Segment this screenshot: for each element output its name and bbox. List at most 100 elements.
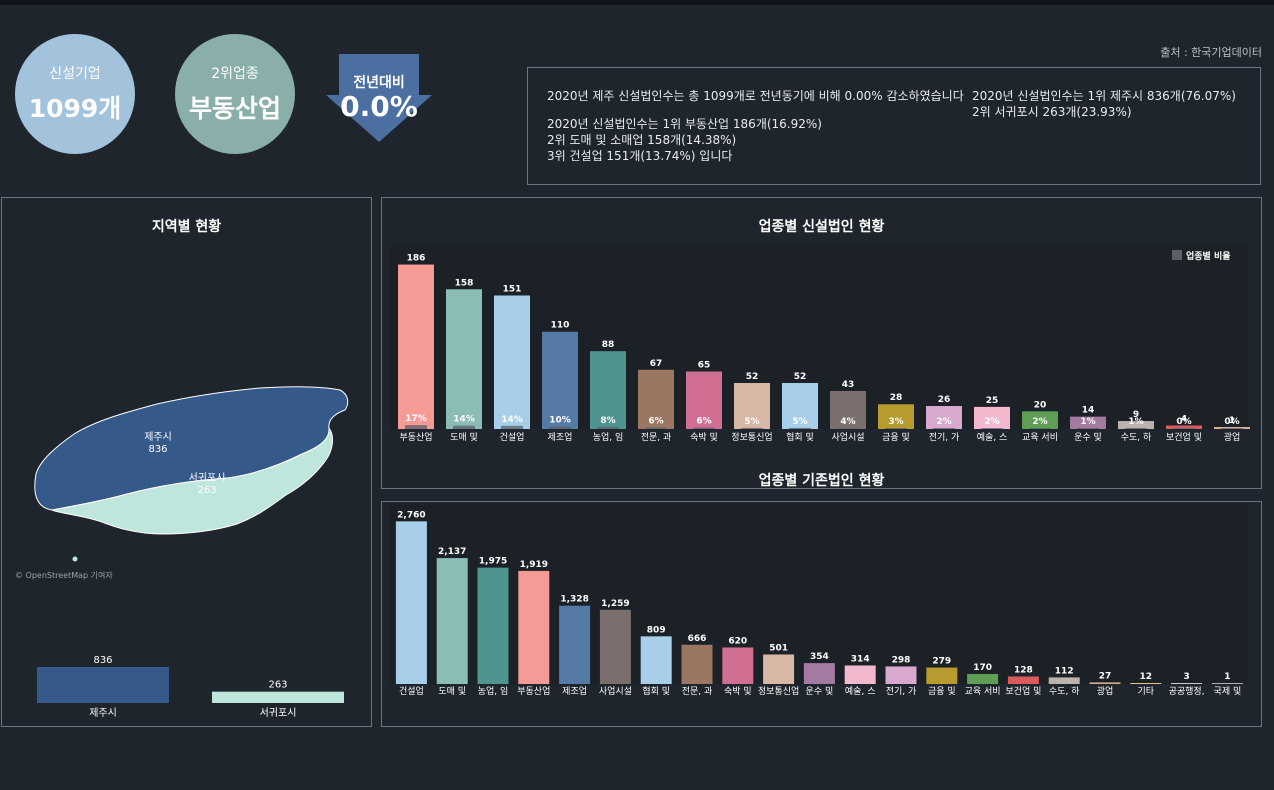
bar[interactable] xyxy=(722,647,754,684)
down-arrow-icon xyxy=(326,54,432,142)
bar[interactable] xyxy=(782,383,818,429)
bar[interactable] xyxy=(830,390,866,429)
bar[interactable] xyxy=(494,295,530,429)
kpi-label: 전년대비 xyxy=(353,75,405,91)
ratio-bar[interactable] xyxy=(597,427,619,429)
category-tick-label: 금융 및 xyxy=(882,431,910,443)
bar[interactable] xyxy=(1007,676,1039,684)
bar[interactable] xyxy=(542,331,578,429)
ratio-bar[interactable] xyxy=(741,427,763,429)
category-tick-label: 부동산업 xyxy=(399,432,432,443)
ratio-bar[interactable] xyxy=(1029,428,1051,429)
ratio-bar[interactable] xyxy=(501,425,523,429)
bar[interactable] xyxy=(734,383,770,429)
bar[interactable] xyxy=(1166,425,1202,429)
bar[interactable] xyxy=(686,371,722,429)
bar-value-label: 314 xyxy=(851,654,870,664)
map-label-name: 서귀포시 xyxy=(189,472,226,484)
bar[interactable] xyxy=(967,673,999,684)
bar[interactable] xyxy=(559,605,591,684)
bar[interactable] xyxy=(1118,421,1154,429)
ratio-bar[interactable] xyxy=(1125,428,1147,429)
region-bar-label: 서귀포시 xyxy=(260,707,297,719)
ratio-bar[interactable] xyxy=(837,428,859,429)
bar-value-label: 128 xyxy=(1014,665,1033,675)
summary-line: 2020년 제주 신설법인수는 총 1099개로 전년동기에 비해 0.00% … xyxy=(547,89,964,103)
category-tick-label: 수도, 하 xyxy=(1049,686,1080,697)
seogwipo-si-region[interactable] xyxy=(50,426,334,535)
ratio-bar[interactable] xyxy=(453,425,475,429)
category-tick-label: 전문, 과 xyxy=(641,432,672,443)
ratio-bar[interactable] xyxy=(1173,428,1195,429)
bar-value-label: 279 xyxy=(932,657,951,667)
ratio-bar[interactable] xyxy=(789,427,811,429)
jeju-map[interactable]: 제주시 836 서귀포시 263 © OpenStreetMap 기여자 836… xyxy=(2,198,371,726)
bar[interactable] xyxy=(926,406,962,429)
bar[interactable] xyxy=(640,636,672,684)
category-tick-label: 국제 및 xyxy=(1214,685,1242,697)
ratio-bar[interactable] xyxy=(549,426,571,429)
category-tick-label: 수도, 하 xyxy=(1121,432,1152,443)
ratio-bar[interactable] xyxy=(1077,428,1099,429)
bar[interactable] xyxy=(1022,411,1058,429)
bar[interactable] xyxy=(885,666,917,684)
bar[interactable] xyxy=(477,567,509,684)
ratio-bar[interactable] xyxy=(933,428,955,429)
category-tick-label: 사업시설 xyxy=(599,686,632,697)
bar[interactable] xyxy=(681,644,713,684)
ratio-bar[interactable] xyxy=(1221,428,1243,429)
bar-value-label: 52 xyxy=(746,372,759,382)
bar-value-label: 186 xyxy=(407,254,426,264)
ratio-bar[interactable] xyxy=(981,428,1003,429)
bar[interactable] xyxy=(436,558,468,684)
category-tick-label: 광업 xyxy=(1097,685,1114,697)
bar[interactable] xyxy=(844,665,876,684)
bar[interactable] xyxy=(803,663,835,684)
bar[interactable] xyxy=(1211,683,1243,684)
category-tick-label: 부동산업 xyxy=(517,686,550,697)
ratio-label: 1% xyxy=(1080,417,1095,427)
bar[interactable] xyxy=(974,406,1010,429)
bar[interactable] xyxy=(1130,683,1162,684)
bar[interactable] xyxy=(446,289,482,429)
bar-value-label: 9 xyxy=(1133,410,1139,420)
ratio-bar[interactable] xyxy=(693,427,715,429)
ratio-bar[interactable] xyxy=(885,428,907,429)
bar[interactable] xyxy=(638,369,674,429)
category-tick-label: 제조업 xyxy=(562,686,587,697)
ratio-bar[interactable] xyxy=(405,425,427,429)
bar[interactable] xyxy=(1171,683,1203,684)
bar[interactable] xyxy=(1048,677,1080,684)
ratio-label: 14% xyxy=(501,415,523,425)
bar[interactable] xyxy=(763,654,795,684)
second-industry-kpi: 2위업종 부동산업 xyxy=(175,34,295,154)
bar[interactable] xyxy=(590,351,626,429)
category-tick-label: 사업시설 xyxy=(831,432,864,443)
bar-value-label: 1,975 xyxy=(479,557,507,567)
bar[interactable] xyxy=(1089,682,1121,684)
ratio-bar[interactable] xyxy=(645,427,667,429)
bar[interactable] xyxy=(599,609,631,684)
category-tick-label: 제조업 xyxy=(548,432,573,443)
bar[interactable] xyxy=(926,667,958,684)
bar-value-label: 1,919 xyxy=(520,560,548,570)
legend-label[interactable]: 업종별 비율 xyxy=(1186,250,1231,262)
bar[interactable] xyxy=(395,521,427,684)
bar[interactable] xyxy=(398,264,434,429)
bar[interactable] xyxy=(518,570,550,684)
bar-value-label: 298 xyxy=(892,655,911,665)
bar-value-label: 2,137 xyxy=(438,547,466,557)
summary-line: 2020년 신설법인수는 1위 부동산업 186개(16.92%) xyxy=(547,117,822,131)
bar-value-label: 110 xyxy=(551,321,570,331)
kpi-label: 2위업종 xyxy=(211,66,259,82)
bar[interactable] xyxy=(878,404,914,429)
bar[interactable] xyxy=(1070,416,1106,429)
bar-value-label: 620 xyxy=(728,636,747,646)
category-tick-label: 보건업 및 xyxy=(1005,685,1041,697)
bar-value-label: 25 xyxy=(986,396,999,406)
region-bar[interactable] xyxy=(37,667,169,703)
ratio-label: 2% xyxy=(984,417,999,427)
ratio-label: 0% xyxy=(1176,417,1191,427)
category-tick-label: 보건업 및 xyxy=(1166,431,1202,443)
region-bar[interactable] xyxy=(212,691,344,703)
